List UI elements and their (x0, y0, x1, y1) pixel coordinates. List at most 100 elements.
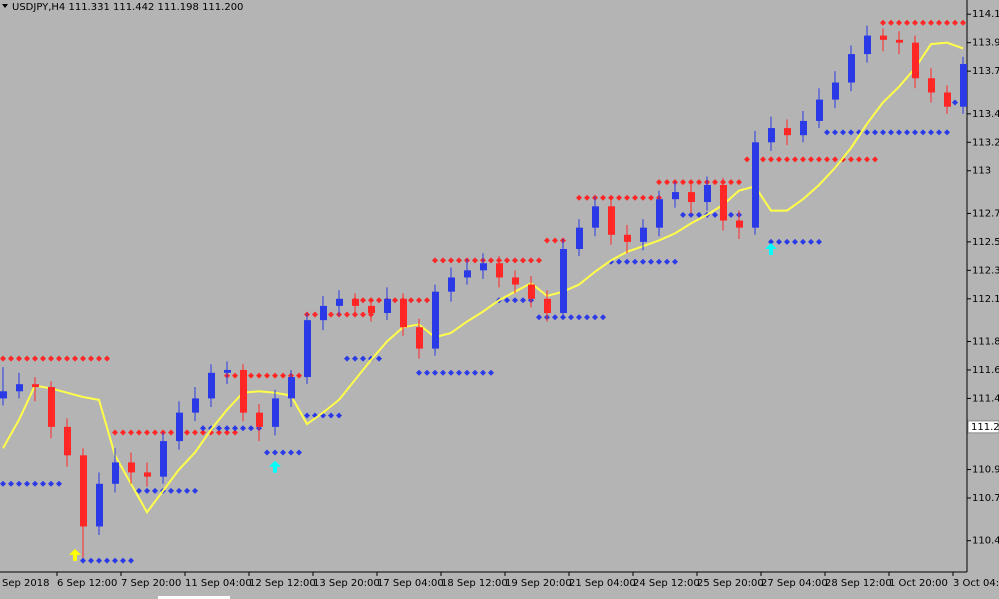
resistance-dot (768, 156, 774, 163)
x-tick-label: 21 Sep 04:00 (569, 578, 636, 589)
candle-body (688, 192, 695, 203)
resistance-dot (912, 19, 918, 26)
resistance-dot (16, 355, 22, 362)
candle-body (640, 227, 647, 242)
x-tick-label: 25 Sep 20:00 (697, 578, 764, 589)
support-dot (200, 425, 206, 432)
support-dot (224, 425, 230, 432)
resistance-dot (712, 179, 718, 186)
y-tick-label: 113.4 (972, 109, 999, 120)
candle-body (944, 92, 951, 107)
support-dot (728, 211, 734, 218)
support-dot (488, 369, 494, 376)
candle-body (752, 142, 759, 228)
resistance-dot (408, 297, 414, 304)
x-tick-label: 28 Sep 12:00 (825, 578, 892, 589)
resistance-dot (640, 194, 646, 201)
support-dot (152, 487, 158, 494)
candle-body (912, 42, 919, 79)
candle-body (48, 387, 55, 427)
support-dot (936, 129, 942, 136)
header: USDJPY,H4 111.331 111.442 111.198 111.20… (12, 2, 243, 13)
x-tick-label: 27 Sep 04:00 (761, 578, 828, 589)
resistance-dot (952, 19, 958, 26)
support-dot (440, 369, 446, 376)
resistance-dot (928, 19, 934, 26)
resistance-dot (96, 355, 102, 362)
support-dot (928, 129, 934, 136)
resistance-dot (24, 355, 30, 362)
resistance-dot (328, 311, 334, 318)
support-dot (480, 369, 486, 376)
support-dot (32, 480, 38, 487)
support-dot (24, 480, 30, 487)
resistance-dot (120, 429, 126, 436)
resistance-dot (680, 179, 686, 186)
candle-body (768, 128, 775, 143)
candle-body (192, 398, 199, 413)
support-dot (192, 487, 198, 494)
resistance-dot (784, 156, 790, 163)
y-tick-label: 111.4 (972, 393, 999, 404)
x-tick-label: 13 Sep 20:00 (313, 578, 380, 589)
resistance-dot (272, 372, 278, 379)
resistance-dot (792, 156, 798, 163)
candle-body (400, 298, 407, 328)
resistance-dot (736, 179, 742, 186)
support-dot (656, 258, 662, 265)
support-dot (632, 258, 638, 265)
candle-body (480, 263, 487, 271)
resistance-dot (864, 156, 870, 163)
y-tick-label: 114.1 (972, 9, 999, 20)
support-dot (768, 238, 774, 245)
resistance-dot (104, 355, 110, 362)
resistance-dot (520, 257, 526, 264)
support-dot (648, 258, 654, 265)
support-dot (184, 487, 190, 494)
candle-body (544, 298, 551, 314)
support-dot (352, 355, 358, 362)
x-tick-label: 3 Oct 04:00 (953, 578, 999, 589)
resistance-dot (552, 237, 558, 244)
support-dot (848, 129, 854, 136)
support-dot (360, 355, 366, 362)
support-dot (864, 129, 870, 136)
resistance-dot (656, 179, 662, 186)
menu-triangle[interactable] (2, 4, 8, 8)
support-dot (592, 314, 598, 321)
support-dot (944, 129, 950, 136)
support-dot (280, 449, 286, 456)
support-dot (512, 297, 518, 304)
resistance-dot (232, 429, 238, 436)
y-tick-label: 113 (972, 166, 991, 177)
support-dot (464, 369, 470, 376)
resistance-dot (184, 429, 190, 436)
resistance-dot (624, 194, 630, 201)
candle-body (288, 377, 295, 399)
resistance-dot (616, 194, 622, 201)
support-dot (112, 557, 118, 564)
support-dot (104, 557, 110, 564)
x-tick-label: 17 Sep 04:00 (377, 578, 444, 589)
resistance-dot (576, 194, 582, 201)
candle-body (368, 305, 375, 314)
resistance-dot (944, 19, 950, 26)
candle-body (864, 35, 871, 55)
resistance-dot (848, 156, 854, 163)
support-dot (696, 211, 702, 218)
candle-body (128, 462, 135, 473)
resistance-dot (296, 372, 302, 379)
scrollbar[interactable] (158, 596, 230, 599)
resistance-dot (920, 19, 926, 26)
resistance-dot (200, 429, 206, 436)
candle-body (384, 298, 391, 314)
support-dot (336, 412, 342, 419)
support-dot (128, 557, 134, 564)
support-dot (88, 557, 94, 564)
support-dot (8, 480, 14, 487)
resistance-dot (416, 297, 422, 304)
candle-body (80, 455, 87, 527)
resistance-dot (424, 297, 430, 304)
y-tick-label: 112.5 (972, 237, 999, 248)
